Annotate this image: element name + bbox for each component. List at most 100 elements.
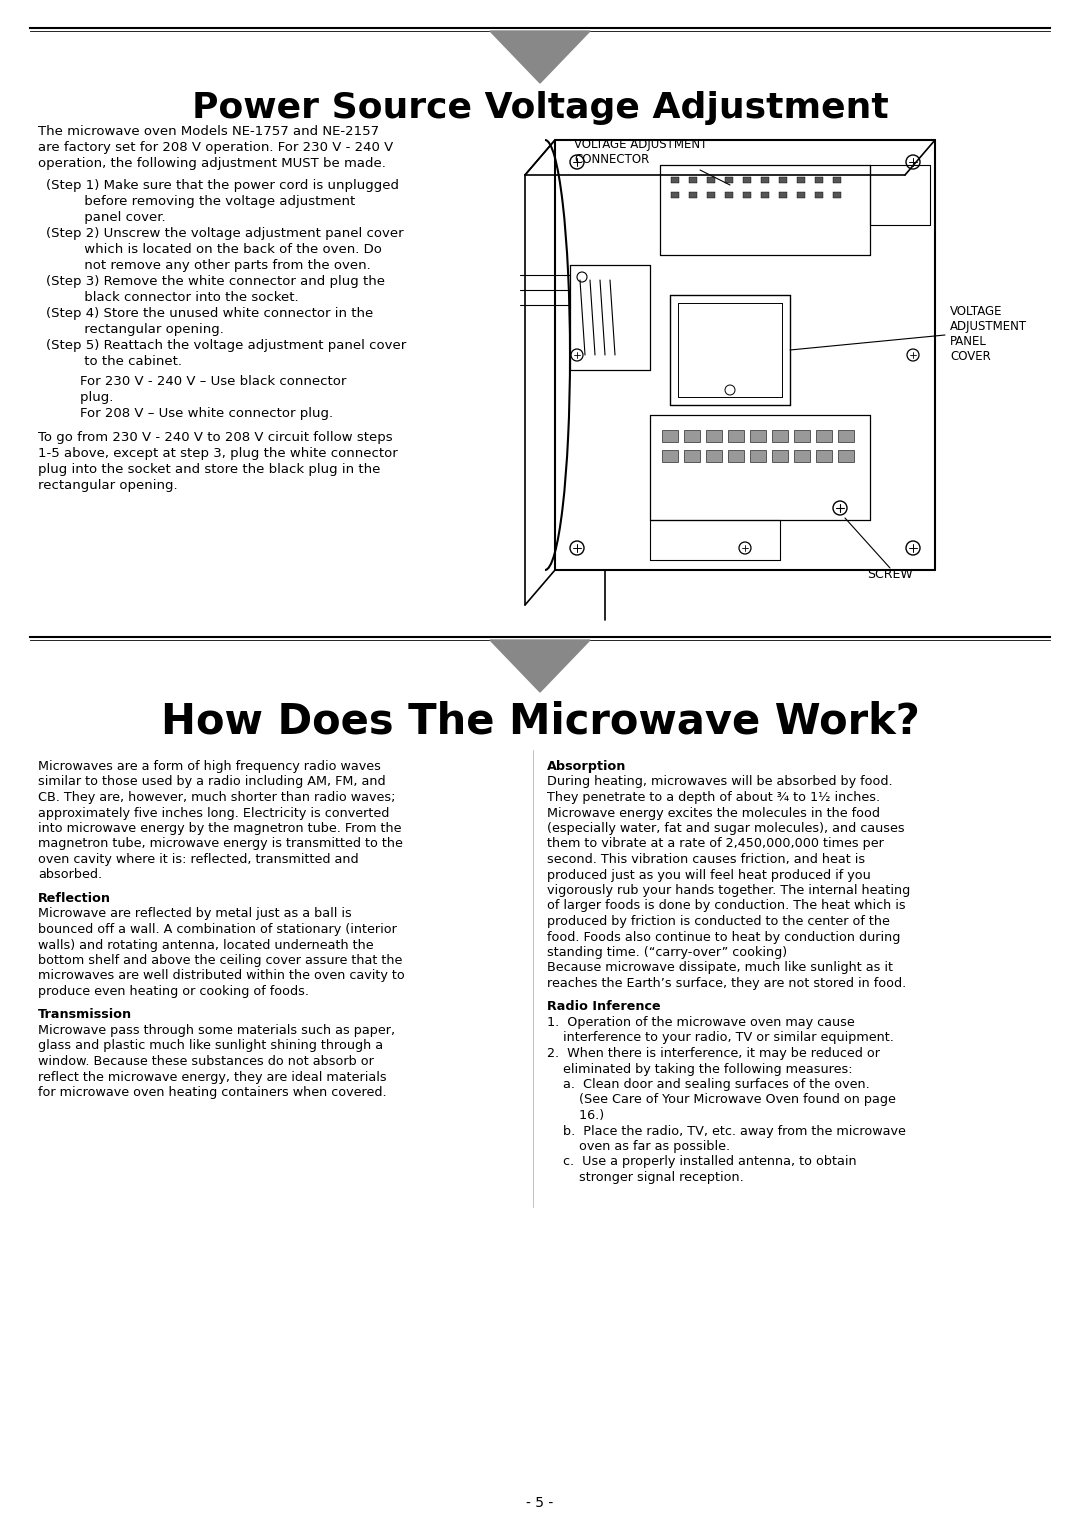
Text: Absorption: Absorption [546,760,626,773]
Bar [750,450,766,462]
Text: oven as far as possible.: oven as far as possible. [546,1140,730,1154]
Text: reaches the Earth’s surface, they are not stored in food.: reaches the Earth’s surface, they are no… [546,977,906,991]
Polygon shape [490,640,590,692]
Text: which is located on the back of the oven. Do: which is located on the back of the oven… [46,242,382,256]
Bar [815,192,823,198]
Text: Microwave are reflected by metal just as a ball is: Microwave are reflected by metal just as… [38,907,352,920]
Text: window. Because these substances do not absorb or: window. Because these substances do not … [38,1055,374,1068]
Text: operation, the following adjustment MUST be made.: operation, the following adjustment MUST… [38,157,386,171]
Text: bounced off a wall. A combination of stationary (interior: bounced off a wall. A combination of sta… [38,924,396,936]
Text: For 208 V – Use white connector plug.: For 208 V – Use white connector plug. [46,407,333,421]
Bar [743,192,751,198]
Text: Microwave pass through some materials such as paper,: Microwave pass through some materials su… [38,1024,395,1036]
Bar [706,430,723,442]
Text: rectangular opening.: rectangular opening. [38,479,177,492]
Text: (See Care of Your Microwave Oven found on page: (See Care of Your Microwave Oven found o… [546,1094,896,1106]
Bar [838,430,854,442]
Text: for microwave oven heating containers when covered.: for microwave oven heating containers wh… [38,1087,387,1099]
Text: 1-5 above, except at step 3, plug the white connector: 1-5 above, except at step 3, plug the wh… [38,447,397,460]
Text: plug.: plug. [46,392,113,404]
Text: During heating, microwaves will be absorbed by food.: During heating, microwaves will be absor… [546,776,893,788]
Text: Transmission: Transmission [38,1009,132,1021]
Text: a.  Clean door and sealing surfaces of the oven.: a. Clean door and sealing surfaces of th… [546,1077,869,1091]
Text: microwaves are well distributed within the oven cavity to: microwaves are well distributed within t… [38,969,405,983]
Text: food. Foods also continue to heat by conduction during: food. Foods also continue to heat by con… [546,931,901,943]
Text: The microwave oven Models NE-1757 and NE-2157: The microwave oven Models NE-1757 and NE… [38,125,379,139]
Text: to the cabinet.: to the cabinet. [46,355,183,367]
Bar [684,430,700,442]
Text: are factory set for 208 V operation. For 230 V - 240 V: are factory set for 208 V operation. For… [38,142,393,154]
Bar [725,192,733,198]
Text: Because microwave dissipate, much like sunlight as it: Because microwave dissipate, much like s… [546,962,893,974]
Text: bottom shelf and above the ceiling cover assure that the: bottom shelf and above the ceiling cover… [38,954,403,968]
Bar [779,192,787,198]
Text: Microwaves are a form of high frequency radio waves: Microwaves are a form of high frequency … [38,760,381,773]
Text: (Step 4) Store the unused white connector in the: (Step 4) Store the unused white connecto… [46,306,374,320]
Text: c.  Use a properly installed antenna, to obtain: c. Use a properly installed antenna, to … [546,1155,856,1169]
Text: approximately five inches long. Electricity is converted: approximately five inches long. Electric… [38,806,390,820]
Bar [779,177,787,183]
Text: produced just as you will feel heat produced if you: produced just as you will feel heat prod… [546,869,870,881]
Text: them to vibrate at a rate of 2,450,000,000 times per: them to vibrate at a rate of 2,450,000,0… [546,838,883,850]
Bar [797,192,805,198]
Bar [671,192,679,198]
Text: walls) and rotating antenna, located underneath the: walls) and rotating antenna, located und… [38,939,374,951]
Text: SCREW: SCREW [867,568,913,581]
Bar [728,450,744,462]
Text: second. This vibration causes friction, and heat is: second. This vibration causes friction, … [546,853,865,866]
Text: (Step 2) Unscrew the voltage adjustment panel cover: (Step 2) Unscrew the voltage adjustment … [46,227,404,239]
Text: absorbed.: absorbed. [38,869,103,881]
Text: produced by friction is conducted to the center of the: produced by friction is conducted to the… [546,914,890,928]
Text: (Step 3) Remove the white connector and plug the: (Step 3) Remove the white connector and … [46,274,384,288]
Polygon shape [490,30,590,82]
Text: eliminated by taking the following measures:: eliminated by taking the following measu… [546,1062,852,1076]
Bar [743,177,751,183]
Text: plug into the socket and store the black plug in the: plug into the socket and store the black… [38,463,380,475]
Text: similar to those used by a radio including AM, FM, and: similar to those used by a radio includi… [38,776,386,788]
Bar [761,177,769,183]
Text: into microwave energy by the magnetron tube. From the: into microwave energy by the magnetron t… [38,821,402,835]
Bar [750,430,766,442]
Text: (Step 1) Make sure that the power cord is unplugged: (Step 1) Make sure that the power cord i… [46,178,399,192]
Bar [707,192,715,198]
Text: interference to your radio, TV or similar equipment.: interference to your radio, TV or simila… [546,1032,894,1044]
Bar [794,450,810,462]
Text: For 230 V - 240 V – Use black connector: For 230 V - 240 V – Use black connector [46,375,347,389]
Text: Reflection: Reflection [38,892,111,905]
Text: 16.): 16.) [546,1109,604,1122]
Bar [706,450,723,462]
Text: (especially water, fat and sugar molecules), and causes: (especially water, fat and sugar molecul… [546,821,905,835]
Text: (Step 5) Reattach the voltage adjustment panel cover: (Step 5) Reattach the voltage adjustment… [46,338,406,352]
Bar [725,177,733,183]
Text: VOLTAGE ADJUSTMENT
CONNECTOR: VOLTAGE ADJUSTMENT CONNECTOR [573,139,707,166]
Text: vigorously rub your hands together. The internal heating: vigorously rub your hands together. The … [546,884,910,898]
Bar [838,450,854,462]
Bar [662,450,678,462]
Bar [689,177,697,183]
Bar [797,177,805,183]
Text: standing time. (“carry-over” cooking): standing time. (“carry-over” cooking) [546,946,787,959]
Text: produce even heating or cooking of foods.: produce even heating or cooking of foods… [38,985,309,998]
Text: not remove any other parts from the oven.: not remove any other parts from the oven… [46,259,370,271]
Text: magnetron tube, microwave energy is transmitted to the: magnetron tube, microwave energy is tran… [38,838,403,850]
Text: To go from 230 V - 240 V to 208 V circuit follow steps: To go from 230 V - 240 V to 208 V circui… [38,431,393,443]
Bar [684,450,700,462]
Text: They penetrate to a depth of about ¾ to 1½ inches.: They penetrate to a depth of about ¾ to … [546,791,880,805]
Bar [772,450,788,462]
Bar [833,192,841,198]
Text: panel cover.: panel cover. [46,210,165,224]
Text: 2.  When there is interference, it may be reduced or: 2. When there is interference, it may be… [546,1047,880,1061]
Text: glass and plastic much like sunlight shining through a: glass and plastic much like sunlight shi… [38,1039,383,1053]
Bar [707,177,715,183]
Bar [794,430,810,442]
Text: Radio Inference: Radio Inference [546,1000,661,1013]
Text: oven cavity where it is: reflected, transmitted and: oven cavity where it is: reflected, tran… [38,853,359,866]
Bar [689,192,697,198]
Text: before removing the voltage adjustment: before removing the voltage adjustment [46,195,355,207]
Text: How Does The Microwave Work?: How Does The Microwave Work? [161,700,919,742]
Bar [671,177,679,183]
Text: stronger signal reception.: stronger signal reception. [546,1170,744,1184]
Text: - 5 -: - 5 - [526,1497,554,1510]
Bar [728,430,744,442]
Text: b.  Place the radio, TV, etc. away from the microwave: b. Place the radio, TV, etc. away from t… [546,1125,906,1137]
